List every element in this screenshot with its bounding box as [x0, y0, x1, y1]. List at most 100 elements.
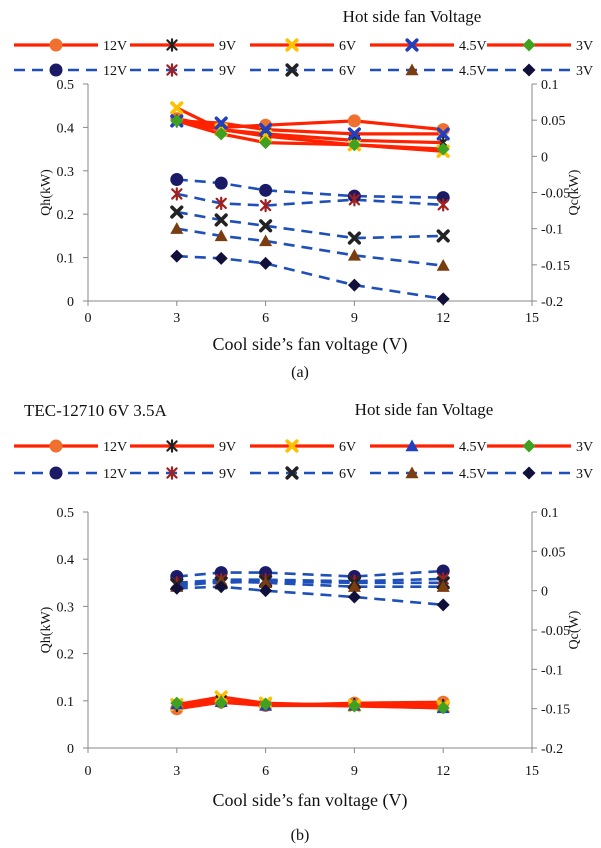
data-point	[259, 234, 273, 247]
legend-title: Hot side fan Voltage	[343, 7, 482, 26]
y-left-tick-label: 0.2	[57, 648, 75, 663]
legend-entry: 3V	[487, 466, 593, 482]
legend-label: 9V	[219, 467, 236, 482]
data-point	[170, 222, 184, 234]
y-left-tick-label: 0.5	[57, 506, 75, 521]
data-point	[170, 172, 184, 186]
legend-entry: 12V	[14, 466, 127, 482]
y-axis-label-right: Qc(kW)	[567, 169, 582, 215]
legend-label: 3V	[576, 39, 593, 54]
data-point	[436, 598, 450, 612]
data-point	[347, 580, 361, 592]
legend-entry: 9V	[130, 38, 236, 54]
x-axis-label: Cool side’s fan voltage (V)	[213, 334, 408, 355]
legend-marker	[166, 439, 178, 453]
data-point	[259, 198, 272, 213]
legend-entry: 6V	[250, 38, 356, 54]
data-point	[259, 256, 273, 270]
y-right-tick-label: -0.15	[541, 703, 570, 718]
legend-marker	[49, 63, 63, 77]
data-point	[436, 127, 450, 141]
legend-entry: 3V	[487, 439, 593, 455]
legend-label: 12V	[103, 39, 127, 54]
data-point	[170, 205, 184, 219]
legend-marker	[405, 466, 419, 479]
data-point	[170, 581, 184, 595]
data-point	[436, 292, 450, 306]
series-lines	[176, 569, 444, 711]
data-point	[214, 696, 228, 710]
legend-entry: 3V	[487, 63, 593, 79]
chart-title: TEC-12710 6V 3.5A	[24, 401, 167, 420]
legend-marker	[522, 63, 536, 77]
legend-label: 4.5V	[459, 39, 487, 54]
chart-panel-2: TEC-12710 6V 3.5A Hot side fan Voltage 12V…	[14, 400, 593, 844]
y-left-tick-label: 0.1	[57, 695, 75, 710]
data-point	[347, 590, 361, 604]
y-right-tick-label: 0	[541, 150, 548, 165]
data-point	[171, 187, 183, 201]
series-lines	[176, 106, 444, 301]
data-point	[259, 697, 273, 711]
data-point	[259, 183, 273, 197]
legend-entry: 12V	[14, 439, 127, 455]
data-point	[436, 259, 450, 271]
legend-marker	[49, 38, 63, 52]
data-point	[347, 248, 361, 261]
legend-label: 9V	[219, 440, 236, 455]
data-point	[436, 580, 450, 592]
legend-entry: 3V	[487, 38, 593, 54]
y-right-tick-label: 0	[541, 585, 548, 600]
data-point	[259, 122, 273, 137]
legend-entry: 6V	[250, 63, 356, 79]
legend-marker	[285, 466, 299, 480]
legend-label: 6V	[339, 440, 356, 455]
y-axis-label-right: Qc(W)	[567, 610, 582, 649]
series-line	[176, 577, 444, 585]
x-tick-label: 12	[436, 764, 450, 779]
legend-title: Hot side fan Voltage	[355, 400, 494, 419]
legend-marker	[285, 38, 299, 52]
legend-marker	[405, 63, 419, 76]
legend-label: 3V	[576, 467, 593, 482]
legend-entry: 6V	[250, 466, 356, 482]
series-markers	[170, 101, 450, 306]
legend-entry: 4.5V	[370, 38, 487, 54]
series-line	[176, 579, 444, 586]
y-left-tick-label: 0.2	[57, 208, 75, 223]
data-point	[347, 127, 361, 141]
y-right-tick-label: -0.2	[541, 742, 563, 757]
legend-entry: 12V	[14, 63, 127, 79]
legend-entry: 6V	[250, 439, 356, 455]
y-axis-label-left: Qh(kW)	[39, 606, 54, 653]
legend-entry: 12V	[14, 38, 127, 54]
y-right-tick-label: -0.1	[541, 223, 563, 238]
y-right-tick-label: -0.15	[541, 259, 570, 274]
y-left-tick-label: 0.4	[57, 553, 75, 568]
x-tick-label: 15	[525, 311, 539, 326]
x-tick-label: 12	[436, 311, 450, 326]
y-left-tick-label: 0	[67, 742, 74, 757]
legend-marker	[522, 38, 536, 52]
data-point	[214, 229, 228, 242]
panel-label: (a)	[291, 364, 309, 381]
data-point	[437, 198, 449, 212]
series-line	[176, 192, 444, 207]
data-point	[347, 231, 361, 245]
legend-marker	[285, 439, 299, 453]
series-line	[176, 254, 444, 301]
data-point	[348, 193, 361, 207]
legend-marker	[405, 439, 419, 452]
data-point	[214, 251, 228, 265]
data-point	[436, 229, 450, 243]
data-point	[259, 576, 273, 588]
data-point	[170, 114, 184, 128]
x-tick-label: 0	[85, 764, 92, 779]
y-right-tick-label: 0.1	[541, 78, 559, 93]
y-left-tick-label: 0.4	[57, 121, 75, 136]
legend-label: 12V	[103, 440, 127, 455]
y-right-tick-label: 0.05	[541, 545, 566, 560]
data-point	[214, 213, 228, 227]
data-point	[170, 696, 184, 710]
